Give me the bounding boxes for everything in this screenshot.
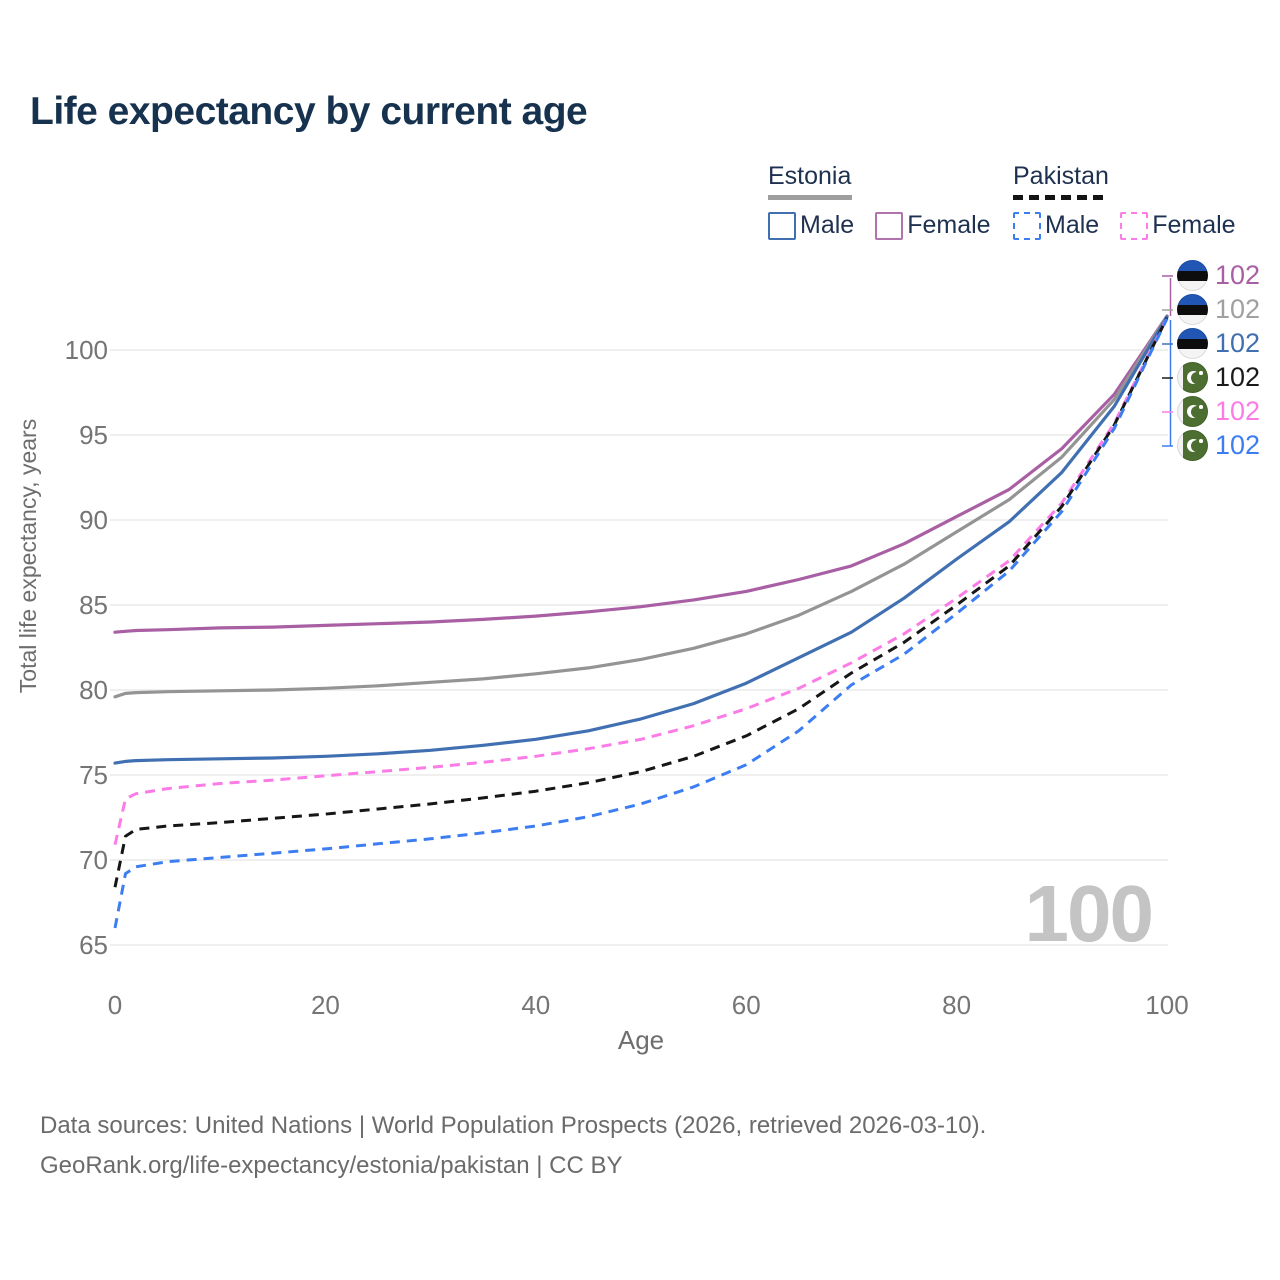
y-tick-label: 80 <box>79 675 108 705</box>
estonia-female-checkbox[interactable] <box>875 211 904 240</box>
pakistan-flag-icon <box>1177 362 1208 393</box>
x-tick-label: 0 <box>108 990 122 1020</box>
endpoint-value: 102 <box>1215 362 1261 392</box>
estonia-female-label[interactable]: Female <box>907 211 991 239</box>
endpoint-value: 102 <box>1215 260 1261 290</box>
pakistan-male-checkbox[interactable] <box>1013 211 1041 240</box>
endpoint-value: 102 <box>1215 328 1261 358</box>
x-tick-label: 60 <box>732 990 761 1020</box>
estonia-flag-icon <box>1177 260 1208 291</box>
pakistan-dashed-line-swatch <box>1013 195 1105 200</box>
pakistan-female-checkbox[interactable] <box>1120 211 1149 240</box>
endpoint-label-row: 102 <box>1177 362 1260 393</box>
y-tick-label: 70 <box>79 845 108 875</box>
estonia-solid-line-swatch <box>768 195 852 200</box>
series-line-pakistan-male[interactable] <box>113 317 1169 929</box>
y-tick-label: 85 <box>79 590 108 620</box>
y-tick-label: 75 <box>79 760 108 790</box>
x-axis-title: Age <box>618 1025 664 1055</box>
endpoint-label-row: 102 <box>1177 294 1260 325</box>
url-line[interactable]: GeoRank.org/life-expectancy/estonia/paki… <box>40 1152 623 1179</box>
series-line-estonia-female[interactable] <box>113 314 1169 634</box>
pakistan-flag-icon <box>1177 430 1208 461</box>
x-tick-label: 20 <box>311 990 340 1020</box>
x-tick-label: 100 <box>1145 990 1188 1020</box>
series-line-estonia-male[interactable] <box>113 315 1169 765</box>
legend-group-pakistan: Pakistan Male Female <box>1013 162 1257 240</box>
age-watermark: 100 <box>1024 869 1154 958</box>
estonia-flag-icon <box>1177 294 1208 325</box>
endpoint-value: 102 <box>1215 294 1261 324</box>
y-tick-label: 65 <box>79 930 108 960</box>
legend-country-estonia[interactable]: Estonia <box>768 162 852 190</box>
pakistan-female-label[interactable]: Female <box>1152 211 1236 239</box>
estonia-male-checkbox[interactable] <box>768 211 796 240</box>
series-line-estonia-both-sexes[interactable] <box>113 314 1169 699</box>
y-axis-title: Total life expectancy, years <box>15 419 41 693</box>
source-line: Data sources: United Nations | World Pop… <box>40 1112 987 1139</box>
series-line-pakistan-female[interactable] <box>113 317 1169 846</box>
endpoint-label-row: 102 <box>1177 396 1260 427</box>
legend-country-pakistan[interactable]: Pakistan <box>1013 162 1109 190</box>
pakistan-male-label[interactable]: Male <box>1045 211 1100 239</box>
y-tick-label: 95 <box>79 420 108 450</box>
pakistan-flag-icon <box>1177 396 1208 427</box>
legend-group-estonia: Estonia Male Female <box>768 162 1012 240</box>
endpoint-label-row: 102 <box>1177 260 1260 291</box>
endpoint-label-row: 102 <box>1177 430 1260 461</box>
y-tick-label: 90 <box>79 505 108 535</box>
endpoint-value: 102 <box>1215 396 1261 426</box>
chart-title: Life expectancy by current age <box>30 90 588 133</box>
estonia-male-label[interactable]: Male <box>800 211 855 239</box>
x-tick-label: 80 <box>942 990 971 1020</box>
endpoint-label-row: 102 <box>1177 328 1260 359</box>
series-line-pakistan-both-sexes[interactable] <box>113 317 1169 888</box>
estonia-flag-icon <box>1177 328 1208 359</box>
y-tick-label: 100 <box>65 335 108 365</box>
data-source-note: Data sources: United Nations | World Pop… <box>40 1106 986 1186</box>
endpoint-value: 102 <box>1215 430 1261 460</box>
x-tick-label: 40 <box>521 990 550 1020</box>
